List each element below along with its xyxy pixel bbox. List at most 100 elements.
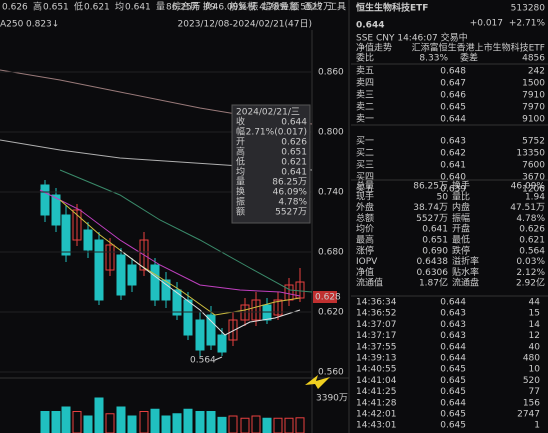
stat-label: 换 (203, 1, 212, 13)
tick-time: 14:41:25 (356, 387, 396, 397)
volume-bar (217, 416, 227, 433)
menu-item[interactable]: 超级叠加 (262, 1, 298, 13)
volume-bar (284, 417, 294, 433)
candles (40, 180, 305, 356)
volume-bar (51, 411, 61, 433)
volume-bar (273, 417, 283, 433)
stat-value: 38.74万 (413, 203, 448, 213)
tick-price: 0.643 (440, 309, 466, 319)
stat-value: 5527万 (416, 214, 448, 224)
stat-value: 0.6438 (417, 257, 449, 267)
stat-label: 高 (33, 1, 42, 13)
axis-label: 0.740 (318, 188, 344, 198)
quote-price: 0.644 (356, 21, 384, 31)
tooltip-value: 5527万 (275, 208, 307, 218)
stat-label: 现手 (356, 190, 374, 202)
stat-value: 4.78% (516, 214, 545, 224)
book-vol: 3670 (522, 173, 545, 183)
volume-label: 3390万 (316, 394, 348, 404)
stat-label: 开盘 (452, 223, 470, 235)
stat-label: 最高 (356, 234, 374, 246)
tooltip-label: 低 (236, 156, 245, 168)
book-label: 卖二 (356, 102, 374, 113)
menu-item[interactable]: F9 (205, 3, 216, 13)
tooltip-value: 0.644 (281, 118, 307, 128)
stat-label: 跌停 (452, 244, 470, 256)
volume-bar (251, 415, 261, 433)
price-marker-bg (313, 291, 337, 303)
stat-value: 0.03% (516, 257, 545, 267)
menu-item[interactable]: 前复权 (229, 1, 256, 13)
volume-bar (72, 411, 82, 433)
menu-item[interactable]: 工具 (328, 2, 346, 13)
stat-value: 0.621 (519, 236, 545, 246)
stat-label: 涨停 (356, 244, 374, 256)
volume-bar (195, 411, 205, 433)
menu-item[interactable]: 画线 (304, 1, 322, 13)
book-label: 买四 (356, 172, 374, 183)
volume-bar (172, 413, 182, 433)
tooltip-value: 86.25万 (272, 178, 307, 188)
candle-body (139, 239, 149, 271)
tick-price: 0.645 (440, 387, 466, 397)
stat-value: 0.641 (125, 3, 151, 13)
candle-body (161, 279, 171, 301)
tick-vol: 2747 (517, 410, 540, 420)
tick-vol: 44 (529, 298, 541, 308)
stat-value: 47.51万 (510, 203, 545, 213)
volume-bar (94, 397, 104, 433)
nav-trend[interactable]: 净值走势 (356, 42, 392, 54)
stat-label: 量比 (452, 190, 470, 202)
tick-time: 14:37:07 (356, 320, 396, 330)
book-label: 委比 (356, 52, 374, 64)
tick-price: 0.644 (440, 354, 466, 364)
quote-change: +0.017 (470, 19, 503, 29)
price-marker: 0.628 (315, 293, 341, 303)
tick-vol: 520 (523, 376, 540, 386)
stat-label: 均 (115, 1, 124, 13)
tick-vol: 156 (523, 398, 540, 408)
volume-bars (40, 397, 305, 433)
stat-value: 1.94 (525, 192, 545, 202)
volume-bar (105, 413, 115, 433)
book-vol: 7600 (522, 161, 545, 171)
book-vol: 1500 (522, 79, 545, 89)
arrow-annotation (305, 375, 330, 389)
book-label: 卖一 (356, 114, 374, 125)
tick-vol: 10 (529, 365, 541, 375)
menu-item[interactable]: 综合屏 (172, 1, 199, 13)
stat-value: 50 (437, 192, 449, 202)
tooltip-value: 0.641 (281, 168, 307, 178)
stat-label: 低 (74, 1, 83, 13)
tooltip-label: 振 (236, 196, 245, 208)
tooltip-label: 幅 (236, 126, 245, 138)
stat-label: 总量 (356, 180, 374, 192)
volume-bar (83, 415, 93, 433)
tooltip-date: 2024/02/21/三 (236, 108, 300, 118)
volume-bar (161, 415, 171, 433)
tick-vol: 40 (529, 342, 541, 352)
volume-bar (262, 417, 272, 433)
book-vol: 7910 (522, 91, 545, 101)
ma-line (39, 189, 301, 297)
quote-info: SSE CNY 14:46:07 交易中 (356, 32, 468, 44)
tooltip-label: 量 (236, 177, 245, 188)
book-vol: 1206 (522, 185, 545, 195)
candle-body (40, 184, 50, 216)
book-label: 卖五 (356, 66, 374, 77)
stat-value: 0.6306 (417, 268, 449, 278)
stat-label: 净值 (356, 266, 374, 278)
stat-label: IOPV (356, 257, 378, 267)
tick-time: 14:41:04 (356, 376, 397, 386)
stat-label: 量 (156, 2, 165, 13)
tooltip-value: 0.621 (281, 158, 307, 168)
tick-vol: 480 (523, 354, 540, 364)
tooltip-value: 4.78% (278, 198, 307, 208)
stat-value: 0.651 (43, 3, 69, 13)
tooltip-label: 换 (236, 186, 245, 198)
stat-value: 86.25万 (166, 3, 201, 13)
stat-value: 2.12% (516, 268, 545, 278)
candle-body (195, 319, 205, 351)
tooltip-label: 额 (236, 206, 245, 218)
